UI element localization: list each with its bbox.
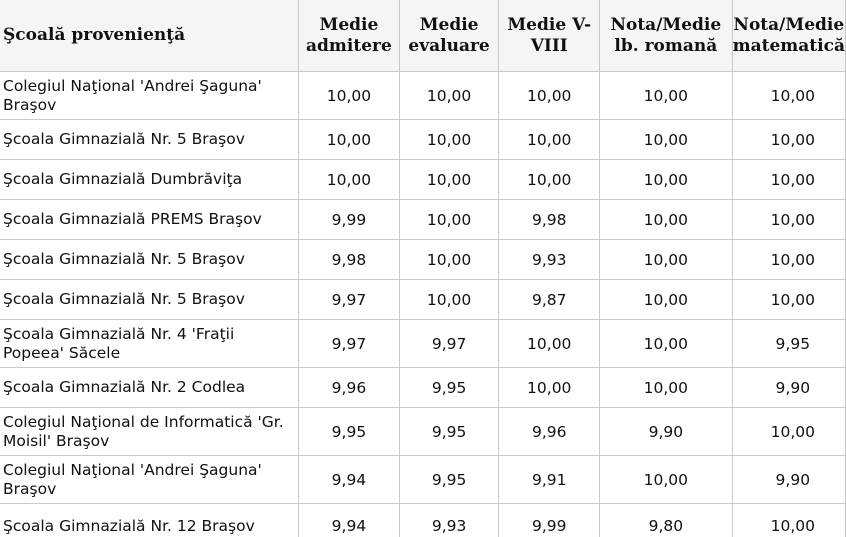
column-header-line: Nota/Medie [610,14,722,35]
math-grade-cell: 10,00 [732,503,846,537]
grades-5-8-average-cell: 10,00 [498,119,601,160]
romanian-grade-cell: 9,80 [599,503,733,537]
school-cell: Şcoala Gimnazială Nr. 5 Braşov [0,279,300,320]
math-grade-cell: 10,00 [732,199,846,240]
evaluation-average-cell: 9,95 [399,455,500,504]
romanian-grade-cell: 9,90 [599,407,733,456]
evaluation-average-cell: 10,00 [399,159,500,200]
evaluation-average-cell: 10,00 [399,71,500,120]
admission-average-cell: 9,97 [298,279,400,320]
column-header-line: VIII [530,35,568,56]
table-row: Şcoala Gimnazială Nr. 5 Braşov 9,98 10,0… [0,239,846,280]
admission-average-cell: 9,96 [298,367,400,408]
math-grade-cell: 9,95 [732,319,846,368]
math-grade-cell: 9,90 [732,367,846,408]
table-row: Colegiul Naţional 'Andrei Şaguna' Braşov… [0,455,846,504]
math-grade-cell: 10,00 [732,159,846,200]
school-cell: Şcoala Gimnazială Nr. 12 Braşov [0,503,300,537]
evaluation-average-cell: 9,95 [399,367,500,408]
evaluation-average-cell: 9,95 [399,407,500,456]
column-header-line: lb. romană [614,35,718,56]
column-header-romanian-grade[interactable]: Nota/Medie lb. romană [599,0,733,72]
table-row: Şcoala Gimnazială PREMS Braşov 9,99 10,0… [0,199,846,240]
romanian-grade-cell: 10,00 [599,367,733,408]
romanian-grade-cell: 10,00 [599,71,733,120]
grades-5-8-average-cell: 9,99 [498,503,601,537]
evaluation-average-cell: 10,00 [399,199,500,240]
column-header-line: Medie [419,14,479,35]
romanian-grade-cell: 10,00 [599,239,733,280]
grades-5-8-average-cell: 9,91 [498,455,601,504]
admission-average-cell: 9,95 [298,407,400,456]
column-header-line: matematică [732,35,845,56]
grades-5-8-average-cell: 9,98 [498,199,601,240]
column-header-line: Medie V- [507,14,592,35]
admission-average-cell: 9,99 [298,199,400,240]
math-grade-cell: 10,00 [732,239,846,280]
evaluation-average-cell: 10,00 [399,119,500,160]
grades-5-8-average-cell: 9,96 [498,407,601,456]
math-grade-cell: 10,00 [732,407,846,456]
math-grade-cell: 9,90 [732,455,846,504]
table-header-row: Şcoală provenienţă Medie admitere Medie … [0,0,846,72]
school-cell: Şcoala Gimnazială Nr. 5 Braşov [0,239,300,280]
column-header-line: admitere [306,35,392,56]
table-row: Şcoala Gimnazială Nr. 4 'Fraţii Popeea' … [0,319,846,368]
grades-5-8-average-cell: 9,87 [498,279,601,320]
column-header-evaluation-average[interactable]: Medie evaluare [399,0,500,72]
evaluation-average-cell: 9,93 [399,503,500,537]
admission-average-cell: 9,94 [298,455,400,504]
table-row: Şcoala Gimnazială Nr. 2 Codlea 9,96 9,95… [0,367,846,408]
column-header-line: evaluare [408,35,490,56]
grades-5-8-average-cell: 10,00 [498,159,601,200]
romanian-grade-cell: 10,00 [599,159,733,200]
table-row: Colegiul Naţional de Informatică 'Gr. Mo… [0,407,846,456]
school-cell: Şcoala Gimnazială PREMS Braşov [0,199,300,240]
school-cell: Şcoala Gimnazială Nr. 4 'Fraţii Popeea' … [0,319,300,368]
column-header-school-label: Şcoală provenienţă [3,25,186,45]
admission-average-cell: 10,00 [298,159,400,200]
table-row: Colegiul Naţional 'Andrei Şaguna' Braşov… [0,71,846,120]
column-header-grades-5-8-average[interactable]: Medie V- VIII [498,0,601,72]
romanian-grade-cell: 10,00 [599,319,733,368]
school-cell: Colegiul Naţional de Informatică 'Gr. Mo… [0,407,300,456]
admission-average-cell: 10,00 [298,71,400,120]
evaluation-average-cell: 10,00 [399,279,500,320]
admission-average-cell: 9,98 [298,239,400,280]
school-cell: Şcoala Gimnazială Nr. 5 Braşov [0,119,300,160]
math-grade-cell: 10,00 [732,71,846,120]
evaluation-average-cell: 10,00 [399,239,500,280]
school-cell: Şcoala Gimnazială Nr. 2 Codlea [0,367,300,408]
admission-average-cell: 10,00 [298,119,400,160]
grades-5-8-average-cell: 10,00 [498,71,601,120]
romanian-grade-cell: 10,00 [599,199,733,240]
grades-5-8-average-cell: 10,00 [498,367,601,408]
school-cell: Colegiul Naţional 'Andrei Şaguna' Braşov [0,71,300,120]
grades-5-8-average-cell: 10,00 [498,319,601,368]
evaluation-average-cell: 9,97 [399,319,500,368]
romanian-grade-cell: 10,00 [599,279,733,320]
romanian-grade-cell: 10,00 [599,455,733,504]
column-header-school[interactable]: Şcoală provenienţă [0,0,300,72]
column-header-admission-average[interactable]: Medie admitere [298,0,400,72]
grades-5-8-average-cell: 9,93 [498,239,601,280]
column-header-line: Medie [319,14,379,35]
math-grade-cell: 10,00 [732,279,846,320]
school-cell: Colegiul Naţional 'Andrei Şaguna' Braşov [0,455,300,504]
column-header-math-grade[interactable]: Nota/Medie matematică [732,0,846,72]
school-cell: Şcoala Gimnazială Dumbrăviţa [0,159,300,200]
table-row: Şcoala Gimnazială Nr. 5 Braşov 9,97 10,0… [0,279,846,320]
math-grade-cell: 10,00 [732,119,846,160]
table-row: Şcoala Gimnazială Nr. 5 Braşov 10,00 10,… [0,119,846,160]
admission-average-cell: 9,97 [298,319,400,368]
admission-average-cell: 9,94 [298,503,400,537]
romanian-grade-cell: 10,00 [599,119,733,160]
table-row: Şcoala Gimnazială Nr. 12 Braşov 9,94 9,9… [0,503,846,537]
column-header-line: Nota/Medie [733,14,845,35]
table-row: Şcoala Gimnazială Dumbrăviţa 10,00 10,00… [0,159,846,200]
